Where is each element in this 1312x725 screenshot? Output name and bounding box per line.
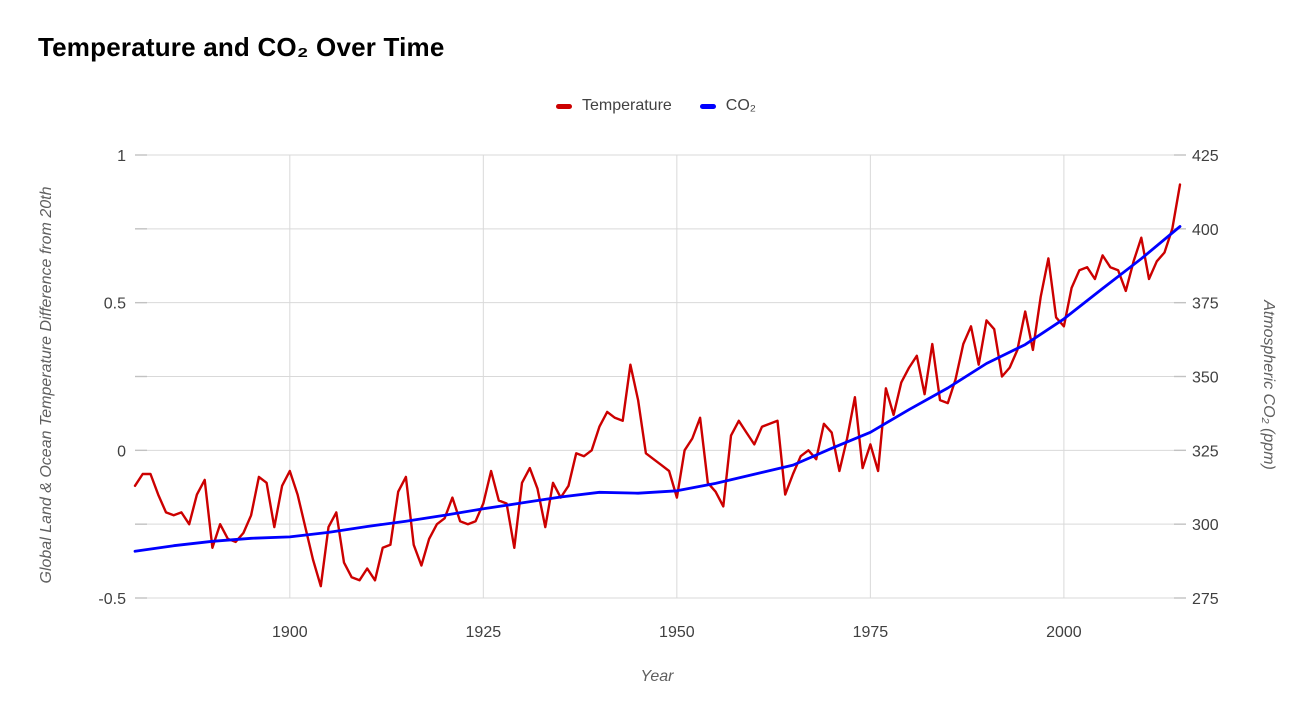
legend-label-temperature: Temperature: [581, 97, 672, 114]
legend: Temperature CO₂: [0, 97, 1312, 115]
right-axis-tick-label: 300: [1192, 517, 1219, 534]
right-axis-tick-label: 400: [1192, 222, 1219, 239]
co2-line[interactable]: [133, 225, 1182, 553]
x-axis-tick-label: 2000: [1046, 624, 1082, 641]
temperature-line[interactable]: [133, 183, 1182, 588]
right-axis-tick-label: 325: [1192, 443, 1219, 460]
x-axis-tick-label: 1975: [853, 624, 889, 641]
left-axis-tick-label: 0: [117, 443, 126, 460]
legend-item-temperature[interactable]: Temperature: [555, 97, 672, 115]
right-axis-tick-label: 425: [1192, 148, 1219, 165]
chart-title: Temperature and CO₂ Over Time: [38, 32, 445, 62]
left-axis-tick-label: -0.5: [98, 591, 126, 608]
x-axis-title: Year: [640, 668, 674, 685]
x-axis-tick-label: 1925: [466, 624, 502, 641]
legend-label-co2: CO₂: [725, 97, 757, 114]
x-axis-tick-label: 1900: [272, 624, 308, 641]
right-axis-tick-label: 275: [1192, 591, 1219, 608]
x-axis-tick-label: 1950: [659, 624, 695, 641]
co2-series-swatch-icon: [699, 103, 716, 109]
temperature-series-swatch-icon: [555, 103, 572, 109]
right-axis-tick-label: 375: [1192, 296, 1219, 313]
left-axis-tick-label: 1: [117, 148, 126, 165]
legend-item-co2[interactable]: CO₂: [699, 97, 757, 115]
left-axis-tick-label: 0.5: [104, 296, 126, 313]
right-axis-tick-label: 350: [1192, 370, 1219, 387]
